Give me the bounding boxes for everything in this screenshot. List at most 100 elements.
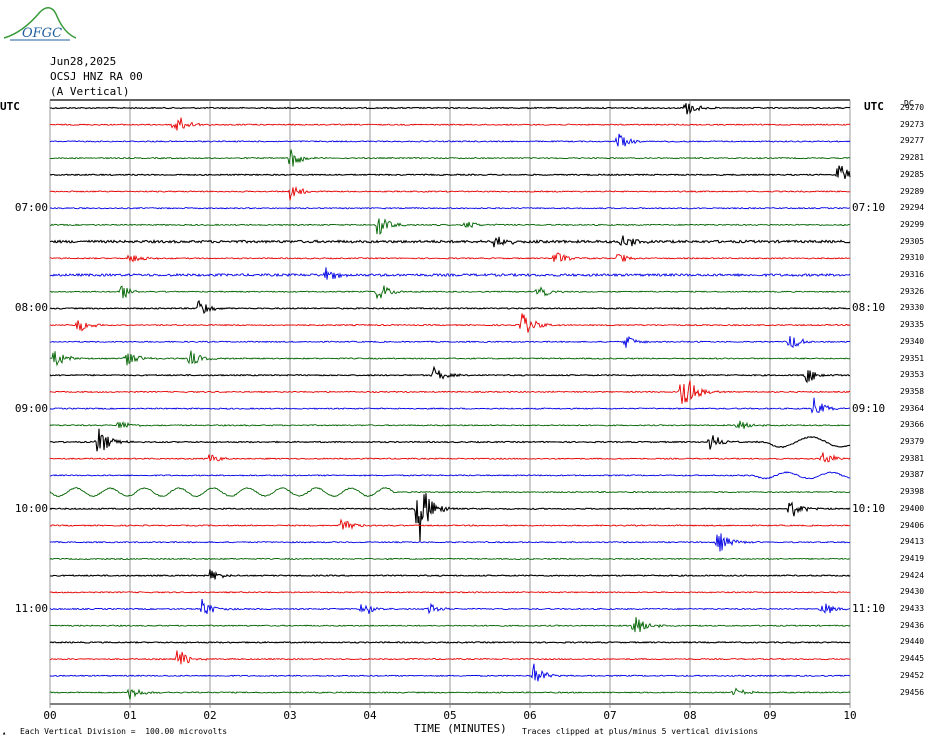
trace-line-7	[49, 218, 851, 235]
x-tick-label: 10	[843, 709, 857, 722]
trace-line-0	[49, 103, 851, 115]
time-label-right: 08:10	[852, 301, 886, 315]
trace-line-27	[49, 557, 851, 561]
trace-count-label: 29381	[900, 453, 925, 463]
trace-count-label: 29430	[900, 587, 925, 597]
scale-text: Each Vertical Division = 100.00 microvol…	[20, 727, 228, 736]
trace-count-label: 29270	[900, 103, 925, 112]
trace-count-label: 29294	[900, 203, 925, 213]
trace-line-17	[49, 380, 851, 404]
utc-left-label: UTC	[0, 100, 20, 113]
trace-count-label: 29452	[900, 670, 925, 680]
trace-count-label: 29335	[900, 320, 925, 330]
trace-line-5	[49, 185, 851, 201]
trace-count-label: 29310	[900, 253, 925, 263]
trace-line-28	[49, 569, 851, 580]
trace-count-label: 29445	[900, 654, 925, 664]
trace-count-label: 29436	[900, 620, 925, 630]
grid-lines	[49, 99, 851, 708]
trace-line-35	[49, 687, 851, 700]
x-tick-label: 05	[443, 709, 457, 722]
trace-count-label: 29366	[900, 420, 925, 430]
trace-line-19	[49, 420, 851, 429]
trace-count-label: 29419	[900, 553, 925, 563]
trace-count-label: 29305	[900, 236, 925, 246]
trace-line-26	[49, 533, 851, 552]
trace-count-label: 29433	[900, 604, 925, 613]
trace-line-22	[50, 471, 850, 480]
time-label-left: 11:00	[14, 602, 48, 615]
trace-count-label: 29398	[900, 487, 925, 497]
x-tick-label: 03	[283, 709, 297, 722]
trace-count-label: 29281	[900, 153, 925, 163]
time-label-right: 09:10	[852, 401, 886, 415]
trace-count-label: 29440	[900, 637, 925, 647]
trace-count-label: 29358	[900, 386, 925, 396]
trace-count-label: 29400	[900, 503, 925, 513]
x-tick-label: 08	[683, 709, 697, 722]
trace-count-label: 29289	[900, 186, 925, 196]
trace-line-18	[49, 397, 851, 414]
trace-line-24	[49, 493, 851, 542]
trace-count-label: 29330	[900, 303, 925, 313]
trace-line-23	[49, 487, 851, 498]
trace-count-label: 29273	[900, 119, 925, 129]
trace-line-16	[49, 365, 851, 384]
time-label-left: 10:00	[14, 501, 48, 515]
trace-count-label: 29424	[900, 570, 925, 580]
time-label-left: 08:00	[14, 301, 48, 315]
x-tick-label: 00	[43, 709, 57, 722]
time-label-left: 09:00	[14, 401, 48, 415]
trace-count-label: 29456	[900, 687, 925, 697]
orientation-label: (A Vertical)	[50, 85, 130, 98]
trace-line-33	[50, 650, 851, 665]
logo-text: OFGC	[22, 26, 63, 41]
time-label-right: 10:10	[852, 501, 886, 515]
station-label: OCSJ HNZ RA 00	[50, 70, 143, 83]
trace-line-31	[49, 617, 851, 633]
trace-line-21	[49, 452, 851, 463]
trace-count-label: 29387	[900, 470, 925, 480]
trace-line-10	[49, 267, 851, 280]
trace-line-15	[49, 350, 851, 367]
x-tick-label: 07	[603, 709, 617, 722]
time-label-right: 11:10	[852, 602, 886, 615]
trace-line-1	[49, 117, 851, 131]
trace-count-label: 29353	[900, 370, 925, 380]
footer-icon: ▴	[2, 729, 7, 737]
trace-count-label: 29285	[900, 169, 925, 179]
x-tick-label: 01	[123, 709, 137, 722]
trace-line-25	[49, 518, 851, 530]
dc-label: DC	[904, 99, 914, 108]
x-tick-label: 04	[363, 709, 377, 722]
trace-count-label: 29316	[900, 270, 925, 279]
trace-line-20	[50, 428, 851, 452]
trace-count-label: 29351	[900, 353, 925, 363]
seismic-traces	[49, 103, 851, 700]
trace-line-13	[49, 313, 851, 333]
clip-text: Traces clipped at plus/minus 5 vertical …	[522, 727, 759, 736]
time-label-left: 07:00	[14, 201, 48, 215]
logo-hill-icon	[3, 7, 77, 41]
trace-count-label: 29406	[900, 520, 925, 530]
x-tick-label: 02	[203, 709, 217, 722]
trace-line-12	[49, 299, 851, 315]
trace-line-8	[49, 235, 851, 248]
trace-count-label: 29326	[900, 286, 925, 296]
time-label-right: 07:10	[852, 201, 886, 215]
trace-count-label: 29277	[900, 136, 925, 146]
trace-count-label: 29364	[900, 403, 925, 413]
x-axis-label: TIME (MINUTES)	[414, 722, 507, 735]
trace-line-34	[49, 663, 851, 682]
ofgc-logo: OFGC	[0, 4, 80, 44]
trace-count-label: 29413	[900, 537, 925, 547]
trace-count-label: 29299	[900, 219, 925, 229]
trace-line-4	[49, 165, 851, 180]
trace-line-14	[49, 335, 851, 349]
trace-line-30	[49, 598, 851, 615]
trace-line-9	[50, 252, 851, 263]
trace-line-32	[49, 640, 851, 644]
trace-line-6	[49, 206, 851, 210]
x-tick-label: 09	[763, 709, 777, 722]
